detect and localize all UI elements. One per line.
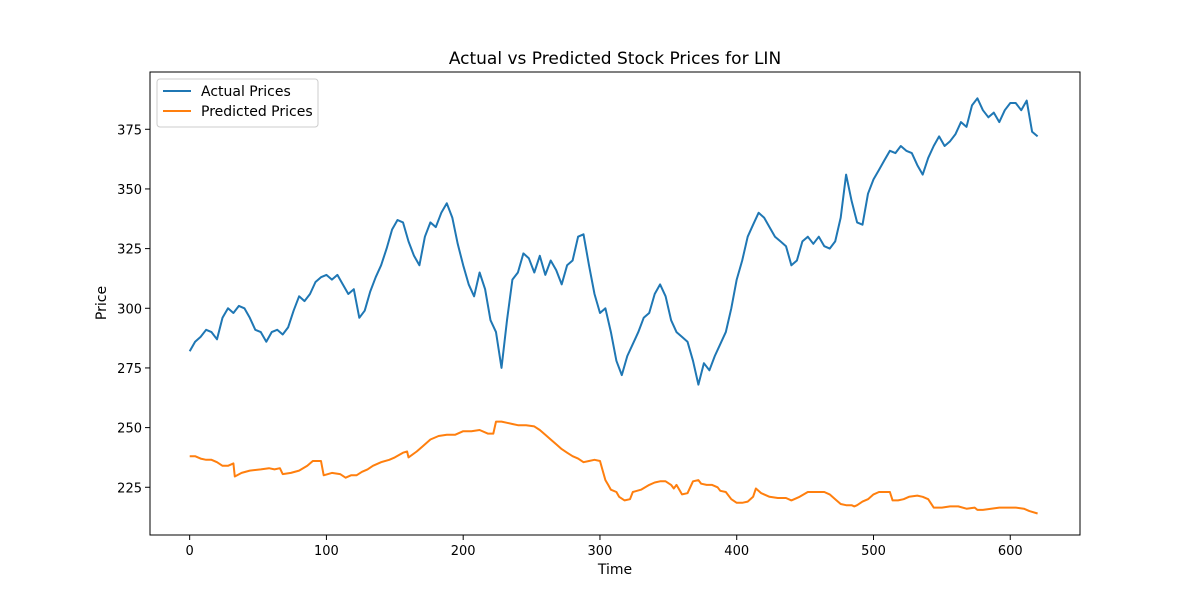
y-tick-label: 375 [117, 123, 142, 138]
y-axis-ticks: 225 250 275 300 325 350 375 [117, 123, 150, 496]
y-tick-label: 325 [117, 243, 142, 258]
series-layer [188, 97, 1039, 515]
x-tick-label: 200 [451, 544, 476, 559]
legend-label-predicted: Predicted Prices [201, 104, 313, 120]
legend-box [156, 78, 319, 128]
y-tick-label: 300 [117, 302, 142, 317]
y-tick-label: 350 [117, 183, 142, 198]
y-axis-label: Price [94, 286, 110, 320]
x-tick-label: 400 [724, 544, 749, 559]
y-tick-label: 225 [117, 481, 142, 496]
x-tick-label: 600 [998, 544, 1023, 559]
plot-area-background [150, 72, 1080, 535]
x-tick-label: 0 [186, 544, 194, 559]
x-tick-label: 100 [314, 544, 339, 559]
x-tick-label: 300 [588, 544, 613, 559]
x-tick-label: 500 [861, 544, 886, 559]
y-tick-label: 275 [117, 362, 142, 377]
plot-frame [149, 71, 1081, 536]
legend-label-actual: Actual Prices [201, 84, 291, 100]
x-axis-label: Time [597, 562, 632, 578]
series-line-predicted-prices [189, 420, 1038, 515]
series-line-actual-prices [188, 97, 1039, 386]
legend: Actual Prices Predicted Prices [156, 78, 319, 128]
x-axis-ticks: 0 100 200 300 400 500 600 [186, 535, 1023, 559]
y-tick-label: 250 [117, 422, 142, 437]
chart-title: Actual vs Predicted Stock Prices for LIN [449, 49, 781, 69]
